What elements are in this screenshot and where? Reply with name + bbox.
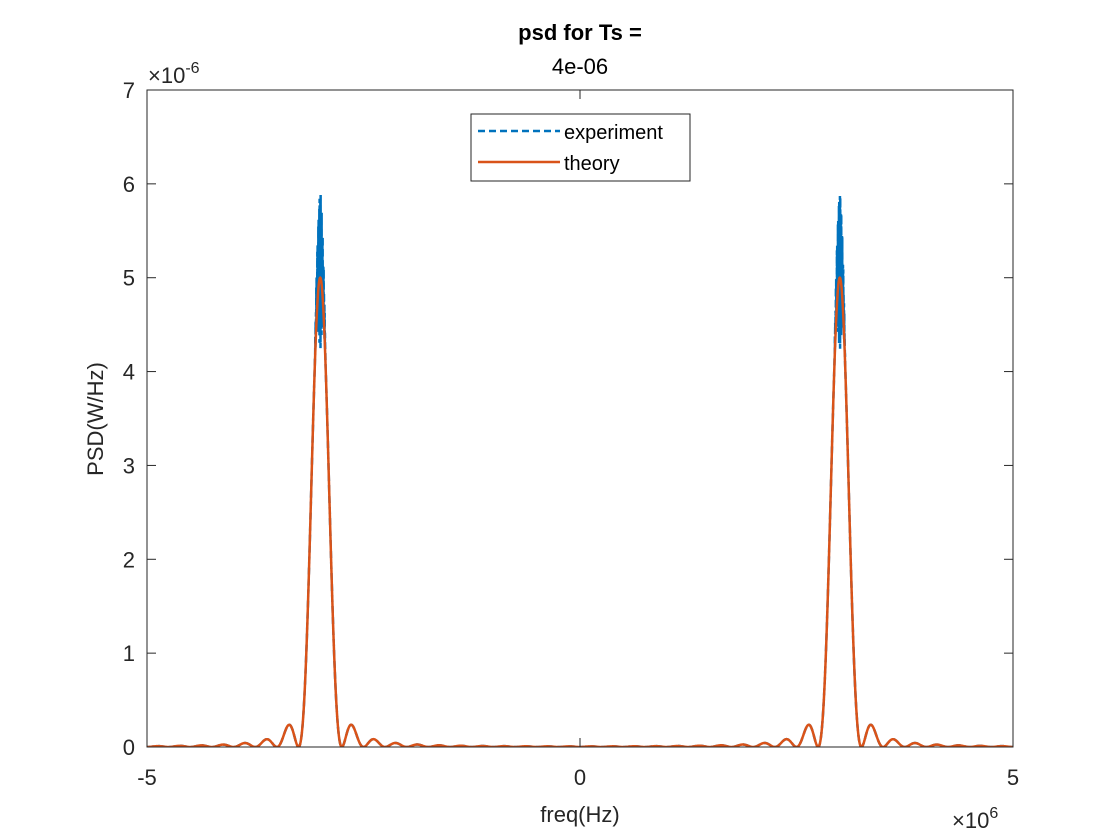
y-tick-label: 0 [123,735,135,760]
x-tick-label: 5 [1007,765,1019,790]
x-tick-label: -5 [137,765,157,790]
y-axis-label: PSD(W/Hz) [83,362,108,476]
x-axis-label: freq(Hz) [540,802,619,827]
y-tick-label: 3 [123,453,135,478]
chart-title: psd for Ts = [518,20,642,45]
legend: experiment theory [470,113,691,182]
y-tick-label: 4 [123,360,135,385]
legend-box [470,113,691,182]
y-tick-label: 2 [123,547,135,572]
y-tick-label: 6 [123,172,135,197]
y-tick-label: 1 [123,641,135,666]
chart-subtitle: 4e-06 [552,54,608,79]
y-tick-label: 7 [123,78,135,103]
series-layer [147,195,1013,747]
legend-label-theory: theory [564,153,620,175]
x-exponent-label: ×106 [952,805,998,833]
x-exponent: 6 [989,805,998,822]
y-exponent: -6 [185,60,199,77]
y-tick-label: 5 [123,266,135,291]
x-tick-label: 0 [574,765,586,790]
legend-label-experiment: experiment [564,122,663,144]
series-line-theory [147,276,1013,747]
y-exponent-label: ×10-6 [148,60,200,88]
